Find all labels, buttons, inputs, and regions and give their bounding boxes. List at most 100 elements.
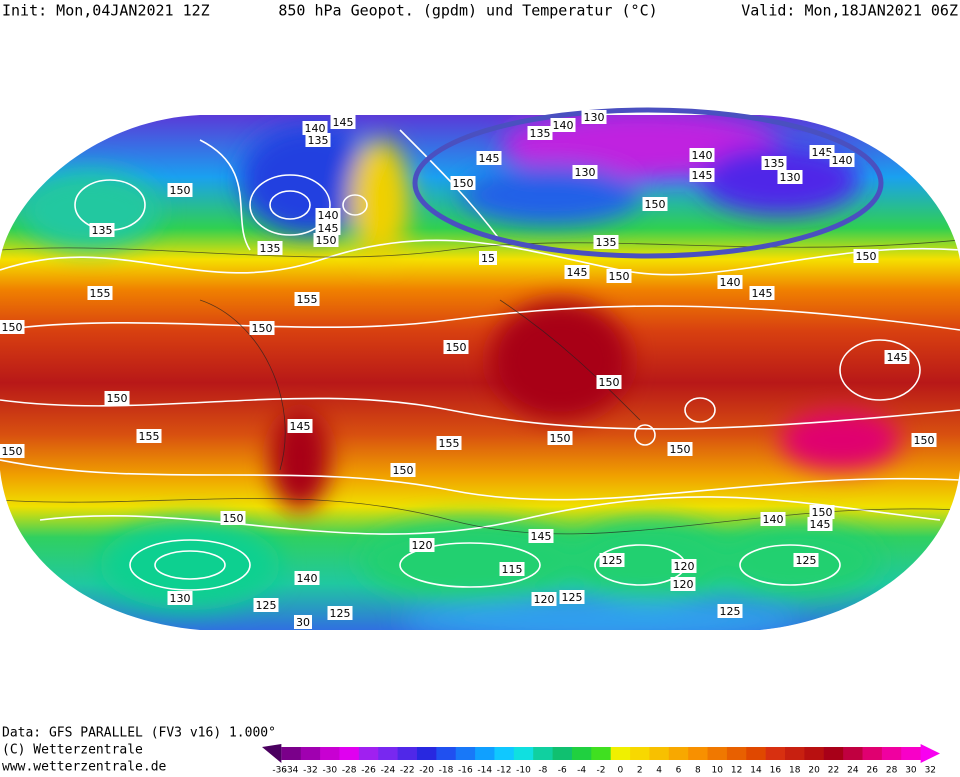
contour-label: 120 [673, 578, 694, 591]
scale-swatch [552, 747, 573, 760]
scale-label: -28 [342, 766, 357, 776]
contour-label-box [670, 577, 696, 591]
scale-swatch [358, 747, 379, 760]
scale-swatch [881, 747, 902, 760]
contour-label-box [564, 265, 590, 279]
contour-label: 125 [562, 591, 583, 604]
contour-label-box [249, 321, 275, 335]
scale-label: 16 [770, 766, 782, 776]
contour-label-box [479, 251, 497, 265]
scale-swatch [475, 747, 495, 760]
contour-label: 150 [252, 322, 273, 335]
contour-label: 140 [297, 572, 318, 585]
scale-label: -26 [361, 766, 376, 776]
scale-label: -24 [381, 766, 396, 776]
map-title: 850 hPa Geopot. (gpdm) und Temperatur (°… [278, 2, 657, 20]
contour-label: 140 [318, 209, 339, 222]
contour-label-box [313, 233, 339, 247]
scale-label: -20 [419, 766, 434, 776]
scale-swatch [533, 747, 554, 760]
contour-label-box [220, 511, 246, 525]
contour-label: 150 [609, 270, 630, 283]
scale-label: 14 [750, 766, 762, 776]
scale-swatch [707, 747, 728, 760]
scale-label: -12 [497, 766, 512, 776]
contour-label-box [599, 553, 625, 567]
contour-label-box [167, 183, 193, 197]
scale-label: -6 [558, 766, 567, 776]
contour-label: 125 [796, 554, 817, 567]
scale-swatch [455, 747, 476, 760]
scale-label: -8 [538, 766, 547, 776]
highlight-oval [412, 107, 884, 259]
contour-label: 150 [2, 445, 23, 458]
contour-label-box [717, 604, 743, 618]
scale-label: 2 [637, 766, 643, 776]
scale-label: -10 [516, 766, 531, 776]
contour-label: 145 [812, 146, 833, 159]
scale-label: -16 [458, 766, 473, 776]
scale-swatch [843, 747, 864, 760]
scale-label: -36 [272, 766, 287, 776]
contour-label-box [409, 538, 435, 552]
contour-label-box [547, 431, 573, 445]
scale-label: 8 [695, 766, 701, 776]
contour-label: 145 [531, 530, 552, 543]
scale-swatch [823, 747, 844, 760]
contour-label-box [305, 133, 331, 147]
contour-label-box [104, 391, 130, 405]
contour-label: 140 [553, 119, 574, 132]
scale-label: 22 [828, 766, 839, 776]
contour-label-box [315, 221, 341, 235]
contour-label: 150 [446, 341, 467, 354]
contour-label-box [593, 235, 619, 249]
contour-label: 135 [596, 236, 617, 249]
scale-label: -30 [322, 766, 337, 776]
contour-label-box [760, 512, 786, 526]
contour-label-box [0, 320, 25, 334]
scale-swatch [668, 747, 689, 760]
scale-swatch [746, 747, 767, 760]
contour-label-box [531, 592, 557, 606]
contour-label: 145 [567, 266, 588, 279]
contour-label-box [527, 126, 553, 140]
contour-label-box [390, 463, 416, 477]
scale-swatch [688, 747, 709, 760]
scale-swatch [320, 747, 340, 760]
scale-swatch [901, 747, 922, 760]
contour-label-box [87, 286, 113, 300]
contour-label: 120 [412, 539, 433, 552]
contour-label: 140 [305, 122, 326, 135]
contour-label: 150 [2, 321, 23, 334]
contour-label-box [436, 436, 462, 450]
contour-label: 145 [810, 518, 831, 531]
copyright: (C) Wetterzentrale [2, 743, 143, 758]
contour-label: 155 [90, 287, 111, 300]
contour-label-box [294, 571, 320, 585]
scale-label: 4 [656, 766, 662, 776]
contour-label-box [884, 350, 910, 364]
scale-swatch [610, 747, 631, 760]
contour-label-box [606, 269, 632, 283]
scale-label: -22 [400, 766, 415, 776]
contour-label: 145 [479, 152, 500, 165]
contour-label-box [689, 148, 715, 162]
contour-label: 150 [812, 506, 833, 519]
contour-label: 145 [887, 351, 908, 364]
contour-label-box [302, 121, 328, 135]
contour-label-box [642, 197, 668, 211]
contour-label: 145 [318, 222, 339, 235]
contour-label: 150 [599, 376, 620, 389]
contour-label-box [476, 151, 502, 165]
contour-label-box [294, 615, 312, 629]
contour-label: 155 [297, 293, 318, 306]
scale-label: 12 [731, 766, 742, 776]
scale-label: 10 [712, 766, 724, 776]
contour-label-box [689, 168, 715, 182]
contour-label-box [761, 156, 787, 170]
contour-label: 140 [692, 149, 713, 162]
contour-label-box [667, 442, 693, 456]
scale-label: 6 [676, 766, 682, 776]
scale-label: -18 [439, 766, 454, 776]
